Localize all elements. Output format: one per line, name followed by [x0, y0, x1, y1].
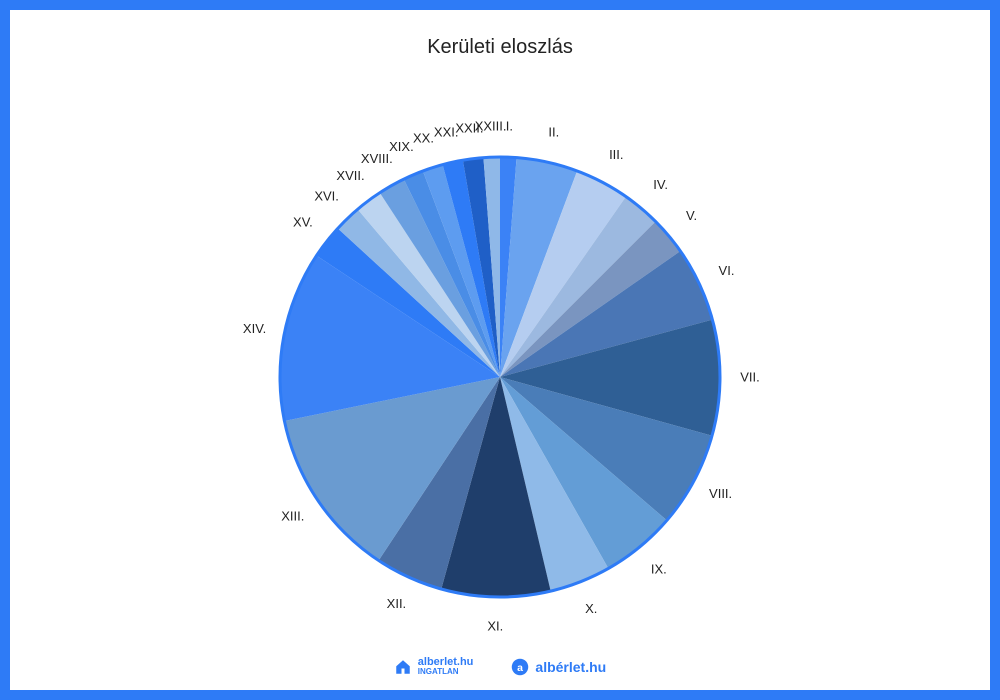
slice-label: XII. — [387, 596, 407, 611]
logo1-line2: INGATLAN — [418, 668, 474, 676]
logo2-text: albérlet.hu — [535, 659, 606, 675]
slice-label: XVI. — [314, 189, 339, 204]
slice-label: XV. — [293, 215, 313, 230]
slice-label: XI. — [487, 619, 503, 634]
pie-chart: I. II. III. IV. V. VI. VII. VIII. IX. X. XI. XII. XI… — [220, 97, 780, 657]
slice-label: XIII. — [281, 509, 304, 524]
slice-label: III. — [609, 147, 623, 162]
slice-label: I. — [506, 119, 513, 134]
footer-logos: alberlet.hu INGATLAN a albérlet.hu — [10, 657, 990, 676]
logo-ingatlan: alberlet.hu INGATLAN — [394, 657, 474, 676]
logo-alberlet: a albérlet.hu — [511, 658, 606, 676]
slice-label: VIII. — [709, 486, 732, 501]
slice-label: VI. — [719, 263, 735, 278]
slice-label: XIX. — [389, 139, 414, 154]
house-icon — [394, 658, 412, 676]
chart-title: Kerületi eloszlás — [10, 36, 990, 59]
slice-label: IV. — [653, 177, 668, 192]
circle-a-icon: a — [511, 658, 529, 676]
svg-text:a: a — [517, 661, 523, 673]
slice-label: VII. — [740, 369, 760, 384]
pie-svg: I. II. III. IV. V. VI. VII. VIII. IX. X. XI. XII. XI… — [220, 97, 780, 657]
slice-label: XIV. — [243, 321, 266, 336]
slice-label: II. — [548, 125, 559, 140]
slice-label: XVII. — [336, 168, 364, 183]
slice-label: IX. — [651, 562, 667, 577]
chart-card: Kerületi eloszlás I. II. III. IV. V. VI. VII. V… — [0, 0, 1000, 700]
slice-label: XVIII. — [361, 151, 393, 166]
slice-label: XX. — [413, 131, 434, 146]
slice-label: X. — [585, 601, 597, 616]
slice-label: XXIII. — [475, 119, 507, 134]
slice-label: V. — [686, 208, 697, 223]
